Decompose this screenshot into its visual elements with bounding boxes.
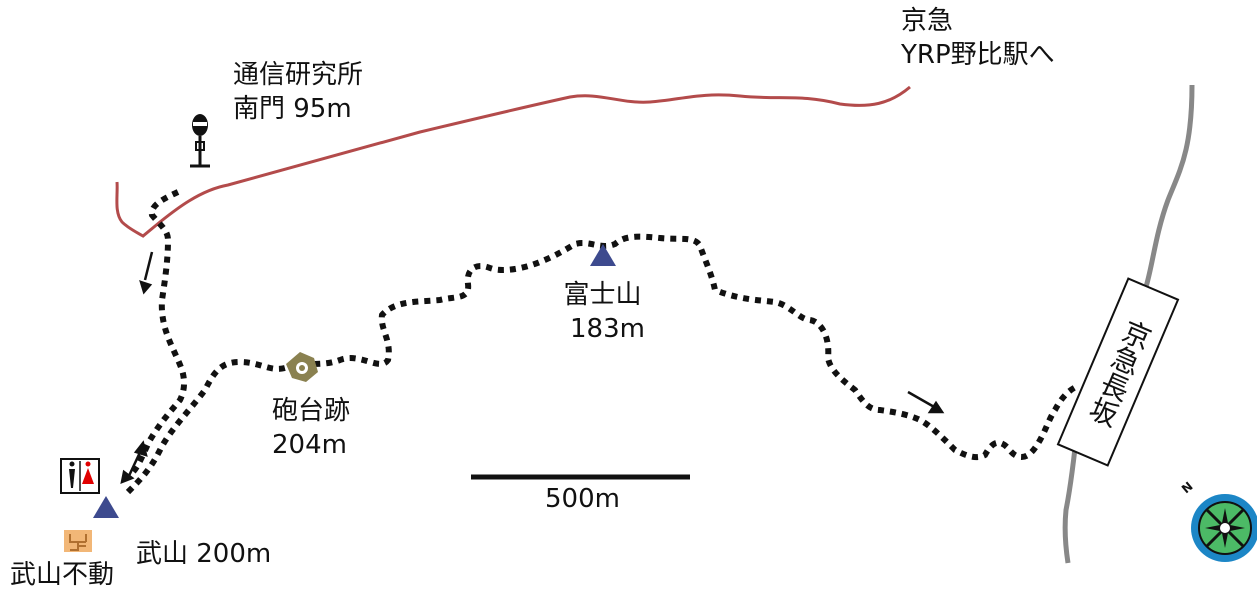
research-gate-label: 通信研究所 南門 95m	[233, 58, 363, 126]
takeyama-fudo-name: 武山不動	[10, 560, 115, 590]
direction-arrow-icon	[120, 440, 148, 485]
fujiyama-name: 富士山	[563, 280, 642, 310]
compass-north-label: N	[1179, 479, 1196, 496]
takeyama-fudo-label: 武山不動	[10, 558, 114, 592]
battery-ruins-name: 砲台跡	[272, 396, 351, 426]
summit-icon	[590, 244, 616, 266]
station-label-line2: YRP野比駅へ	[901, 40, 1055, 70]
compass-icon: N	[1179, 479, 1257, 562]
slope-signboard: 京急長坂	[1056, 277, 1180, 467]
direction-arrow-icon	[139, 251, 154, 295]
scale-value: 500m	[545, 484, 620, 514]
station-label-line1: 京急	[901, 6, 954, 36]
road-to-station	[115, 85, 911, 238]
toilet-icon	[60, 458, 100, 494]
ruins-icon	[286, 352, 318, 382]
research-gate-elevation: 南門 95m	[233, 94, 352, 124]
station-label: 京急 YRP野比駅へ	[901, 4, 1055, 72]
direction-arrow-icon	[907, 390, 945, 414]
research-gate-name: 通信研究所	[233, 60, 364, 90]
bus-stop-icon	[190, 114, 210, 168]
hiking-trail	[124, 189, 1080, 495]
battery-ruins-label: 砲台跡 204m	[272, 394, 350, 462]
summit-icon	[93, 496, 119, 518]
fujiyama-elevation: 183m	[570, 314, 645, 344]
scale-label: 500m	[545, 482, 620, 516]
takeyama-name: 武山 200m	[136, 539, 272, 569]
temple-icon	[64, 530, 92, 552]
fujiyama-label: 富士山 183m	[560, 278, 645, 346]
takeyama-label: 武山 200m	[136, 537, 271, 571]
battery-ruins-elevation: 204m	[272, 430, 347, 460]
